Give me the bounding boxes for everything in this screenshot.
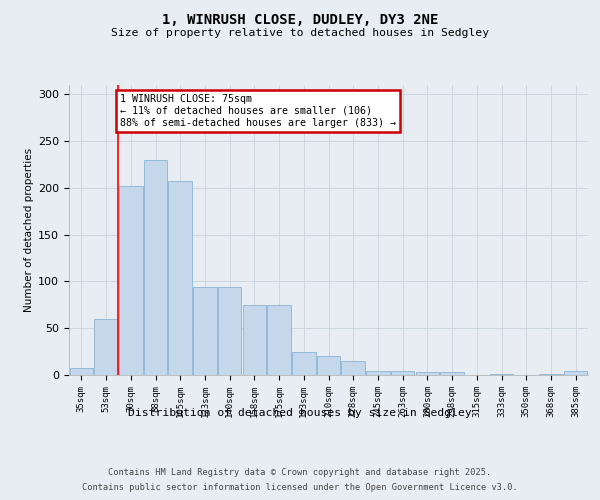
Bar: [70, 368, 93, 375]
Bar: [539, 374, 563, 375]
Bar: [119, 186, 143, 375]
Bar: [292, 352, 316, 375]
Bar: [341, 361, 365, 375]
Text: Contains public sector information licensed under the Open Government Licence v3: Contains public sector information licen…: [82, 483, 518, 492]
Bar: [416, 372, 439, 375]
Bar: [242, 305, 266, 375]
Bar: [490, 374, 513, 375]
Bar: [564, 372, 587, 375]
Bar: [391, 372, 415, 375]
Text: 1, WINRUSH CLOSE, DUDLEY, DY3 2NE: 1, WINRUSH CLOSE, DUDLEY, DY3 2NE: [162, 12, 438, 26]
Bar: [366, 372, 389, 375]
Text: Distribution of detached houses by size in Sedgley: Distribution of detached houses by size …: [128, 408, 472, 418]
Y-axis label: Number of detached properties: Number of detached properties: [24, 148, 34, 312]
Bar: [144, 160, 167, 375]
Bar: [94, 319, 118, 375]
Bar: [440, 372, 464, 375]
Text: 1 WINRUSH CLOSE: 75sqm
← 11% of detached houses are smaller (106)
88% of semi-de: 1 WINRUSH CLOSE: 75sqm ← 11% of detached…: [119, 94, 395, 128]
Text: Size of property relative to detached houses in Sedgley: Size of property relative to detached ho…: [111, 28, 489, 38]
Bar: [218, 287, 241, 375]
Bar: [193, 287, 217, 375]
Text: Contains HM Land Registry data © Crown copyright and database right 2025.: Contains HM Land Registry data © Crown c…: [109, 468, 491, 477]
Bar: [268, 305, 291, 375]
Bar: [169, 182, 192, 375]
Bar: [317, 356, 340, 375]
